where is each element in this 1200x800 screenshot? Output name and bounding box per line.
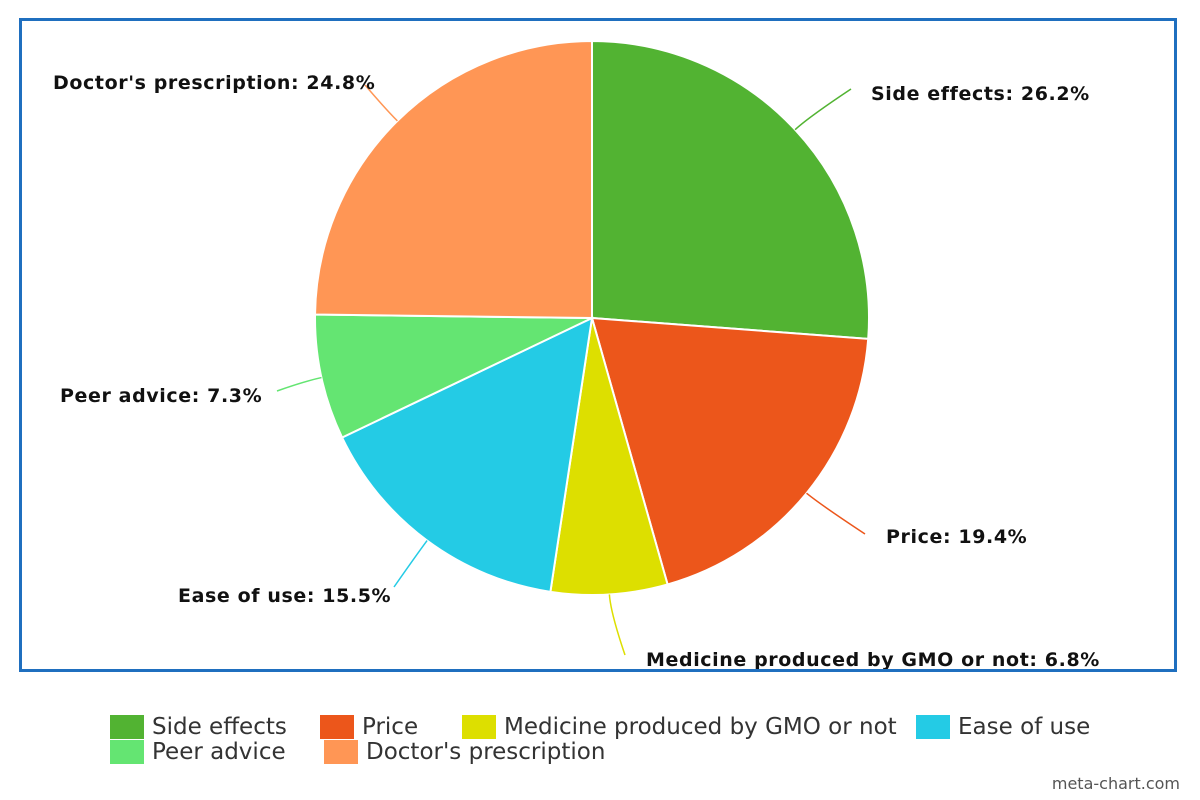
legend-swatch xyxy=(324,740,358,764)
legend-swatch xyxy=(320,715,354,739)
pie-slice-price xyxy=(590,316,870,586)
legend-label: Price xyxy=(362,714,419,740)
legend-item[interactable]: Peer advice xyxy=(110,739,286,765)
slice-label: Doctor's prescription: 24.8% xyxy=(53,72,375,94)
legend: Side effects Price Medicine produced by GM… xyxy=(0,712,1200,772)
legend-label: Side effects xyxy=(152,714,287,740)
legend-label: Doctor's prescription xyxy=(366,739,606,765)
connector-line xyxy=(794,88,852,131)
legend-label: Ease of use xyxy=(958,714,1091,740)
pie-slice-side-effects xyxy=(591,39,870,340)
pie-chart: Side effects: 26.2% Price: 19.4% Medicine … xyxy=(53,39,1100,669)
legend-swatch xyxy=(462,715,496,739)
legend-label: Medicine produced by GMO or not xyxy=(504,714,897,740)
legend-item[interactable]: Doctor's prescription xyxy=(324,739,606,765)
slice-label: Medicine produced by GMO or not: 6.8% xyxy=(646,649,1100,669)
chart-frame: Side effects: 26.2% Price: 19.4% Medicine … xyxy=(19,18,1177,672)
connector-line xyxy=(608,594,626,656)
slice-label: Price: 19.4% xyxy=(886,526,1027,548)
slice-label: Side effects: 26.2% xyxy=(871,83,1090,105)
pie-slice-peer-advice xyxy=(314,313,593,439)
connector-line xyxy=(364,84,398,122)
slice-label: Ease of use: 15.5% xyxy=(178,585,391,607)
connector-line xyxy=(393,540,428,588)
legend-item[interactable]: Price xyxy=(320,714,419,740)
connector-line xyxy=(806,492,866,535)
credit-text: meta-chart.com xyxy=(1051,774,1180,793)
slice-label: Peer advice: 7.3% xyxy=(60,385,262,407)
pie-slice-medicine-produced-by-gmo-or-not xyxy=(549,317,669,596)
legend-swatch xyxy=(110,740,144,764)
legend-item[interactable]: Ease of use xyxy=(916,714,1091,740)
legend-item[interactable]: Medicine produced by GMO or not xyxy=(462,714,897,740)
legend-label: Peer advice xyxy=(152,739,286,765)
legend-item[interactable]: Side effects xyxy=(110,714,287,740)
legend-swatch xyxy=(110,715,144,739)
pie-slice-doctor-s-prescription xyxy=(314,39,593,320)
legend-swatch xyxy=(916,715,950,739)
connector-line xyxy=(276,376,322,392)
